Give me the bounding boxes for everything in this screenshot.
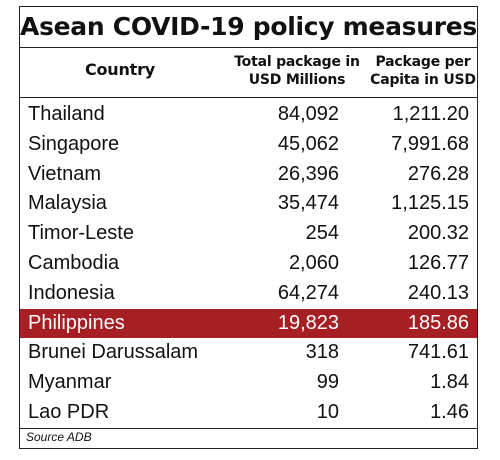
table-row: Brunei Darussalam 318 741.61 — [20, 338, 477, 367]
total-package-cell: 2,060 — [288, 252, 339, 274]
country-cell: Lao PDR — [28, 401, 110, 423]
table-frame: Asean COVID-19 policy measures Country T… — [19, 6, 478, 449]
total-package-cell: 26,396 — [277, 162, 339, 185]
country-cell: Myanmar — [28, 371, 112, 394]
header-divider — [20, 97, 477, 98]
per-capita-cell: 1,211.20 — [392, 103, 469, 125]
table-row: Vietnam 26,396 276.28 — [20, 160, 477, 189]
total-package-cell: 254 — [305, 222, 339, 245]
table-row: Cambodia 2,060 126.77 — [20, 249, 477, 278]
country-cell: Singapore — [28, 132, 120, 155]
chart-title: Asean COVID-19 policy measures — [20, 12, 477, 41]
country-cell: Philippines — [28, 311, 125, 334]
total-package-cell: 318 — [305, 341, 339, 364]
total-package-cell: 45,062 — [277, 132, 339, 155]
header-package-per-capita: Package per Capita in USD — [370, 54, 476, 88]
table-row: Malaysia 35,474 1,125.15 — [20, 189, 477, 218]
total-package-cell: 99 — [316, 371, 339, 394]
table-row: Lao PDR 10 1.46 — [20, 398, 477, 427]
per-capita-cell: 1.46 — [430, 401, 469, 423]
table-row: Myanmar 99 1.84 — [20, 368, 477, 397]
source-note: Source ADB — [26, 430, 92, 444]
country-cell: Malaysia — [28, 192, 107, 215]
country-cell: Indonesia — [28, 281, 115, 304]
header-country: Country — [84, 60, 156, 79]
table-row: Philippines 19,823 185.86 — [20, 308, 477, 338]
per-capita-cell: 7,991.68 — [391, 132, 469, 155]
table-row: Timor-Leste 254 200.32 — [20, 219, 477, 248]
per-capita-cell: 240.13 — [407, 281, 469, 304]
country-cell: Timor-Leste — [28, 222, 134, 245]
country-cell: Thailand — [28, 103, 105, 125]
per-capita-cell: 200.32 — [407, 222, 469, 245]
per-capita-cell: 1,125.15 — [391, 192, 469, 215]
country-cell: Vietnam — [28, 162, 102, 185]
header-total-package: Total package in USD Millions — [234, 54, 360, 88]
country-cell: Brunei Darussalam — [28, 341, 199, 364]
per-capita-cell: 1.84 — [430, 371, 469, 394]
footer-divider — [20, 428, 477, 429]
country-cell: Cambodia — [28, 252, 120, 274]
per-capita-cell: 276.28 — [407, 162, 469, 185]
table-row: Singapore 45,062 7,991.68 — [20, 130, 477, 159]
total-package-cell: 10 — [316, 401, 339, 423]
table-row: Thailand 84,092 1,211.20 — [20, 100, 477, 129]
total-package-cell: 19,823 — [277, 311, 339, 334]
per-capita-cell: 126.77 — [407, 252, 469, 274]
per-capita-cell: 185.86 — [407, 311, 469, 334]
title-divider — [20, 47, 477, 48]
table-row: Indonesia 64,274 240.13 — [20, 279, 477, 308]
total-package-cell: 35,474 — [277, 192, 339, 215]
total-package-cell: 64,274 — [277, 281, 339, 304]
per-capita-cell: 741.61 — [407, 341, 469, 364]
total-package-cell: 84,092 — [277, 103, 339, 125]
